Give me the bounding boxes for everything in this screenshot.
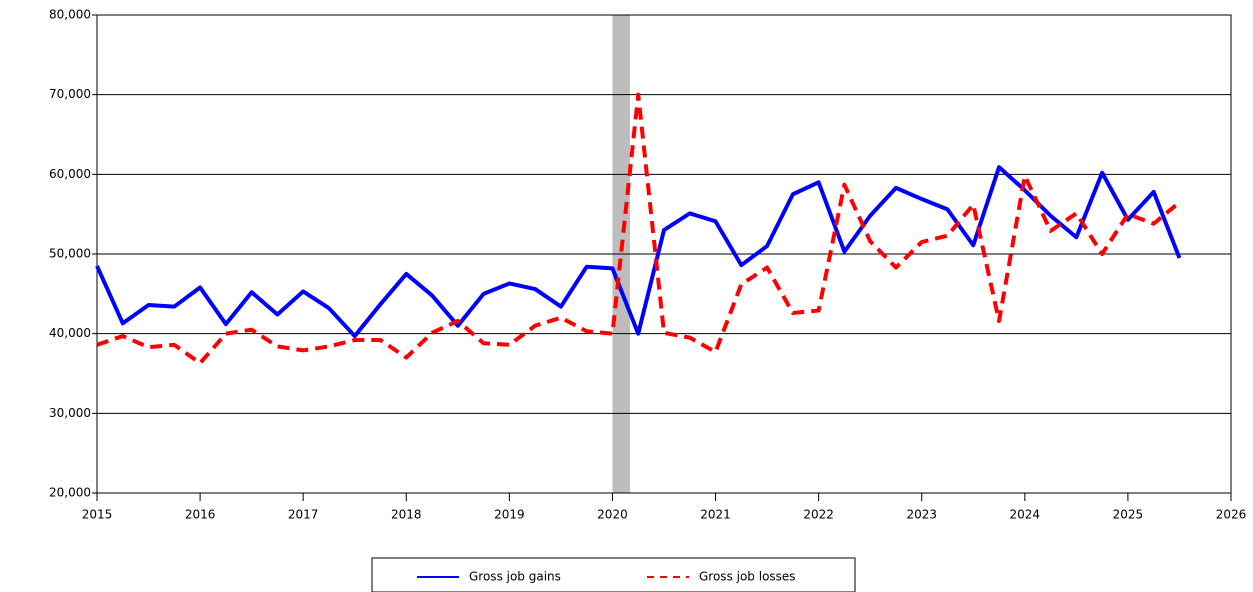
x-tick-label: 2024 [1010, 508, 1041, 522]
x-tick-label: 2015 [82, 508, 113, 522]
x-tick-label: 2017 [288, 508, 319, 522]
x-tick-label: 2018 [391, 508, 422, 522]
x-tick-label: 2026 [1216, 508, 1247, 522]
y-tick-label: 30,000 [49, 406, 91, 420]
plot-border [96, 14, 1232, 494]
x-tick-label: 2022 [803, 508, 834, 522]
y-tick-label: 70,000 [49, 87, 91, 101]
legend-box [371, 557, 856, 592]
y-tick-label: 50,000 [49, 247, 91, 261]
x-tick-label: 2021 [700, 508, 731, 522]
x-tick-label: 2016 [185, 508, 216, 522]
y-tick-label: 80,000 [49, 8, 91, 22]
x-tick-label: 2019 [494, 508, 525, 522]
x-tick-label: 2023 [906, 508, 937, 522]
x-tick-label: 2020 [597, 508, 628, 522]
series-line [95, 165, 1182, 339]
series-line [96, 92, 1181, 366]
y-tick-label: 60,000 [49, 167, 91, 181]
legend-label: Gross job gains [469, 570, 561, 584]
x-tick-label: 2025 [1113, 508, 1144, 522]
y-tick-label: 20,000 [49, 486, 91, 500]
legend-label: Gross job losses [699, 570, 796, 584]
y-tick-label: 40,000 [49, 326, 91, 340]
